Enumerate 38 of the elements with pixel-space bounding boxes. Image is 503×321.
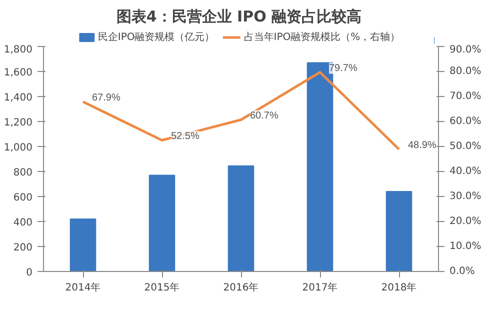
x-tick-label: 2016年 <box>223 282 259 294</box>
y2-tick-label: 20.0% <box>450 216 482 227</box>
y-tick-label: 800 <box>13 168 33 178</box>
data-label: 79.7% <box>329 62 358 74</box>
x-tick-label: 2014年 <box>65 282 101 294</box>
y2-tick-label: 60.0% <box>450 116 482 127</box>
x-tick-label: 2018年 <box>381 282 417 294</box>
x-tick-label: 2017年 <box>302 282 338 294</box>
y2-tick-label: 0.0% <box>450 266 475 277</box>
bar <box>228 165 254 272</box>
y-tick-label: 1,600 <box>4 68 33 78</box>
data-label: 60.7% <box>250 110 278 122</box>
y-tick-label: 0 <box>26 268 33 278</box>
y2-tick-label: 90.0% <box>450 44 482 56</box>
x-tick-label: 2015年 <box>144 282 180 294</box>
legend-label: 占当年IPO融资规模比（%，右轴） <box>244 30 400 44</box>
bar <box>386 191 412 272</box>
y2-tick-label: 70.0% <box>450 91 482 102</box>
data-label: 52.5% <box>171 130 200 142</box>
y-tick-label: 1,000 <box>4 142 33 154</box>
data-label: 48.9% <box>408 140 436 151</box>
y2-tick-label: 50.0% <box>450 141 482 152</box>
bar <box>70 218 96 272</box>
bar <box>148 174 176 272</box>
y-tick-label: 400 <box>13 218 33 228</box>
y2-tick-label: 80.0% <box>450 66 482 77</box>
legend-label: 民企IPO融资规模（亿元） <box>98 30 215 44</box>
y2-tick-label: 10.0% <box>450 241 482 252</box>
line-series <box>82 71 400 150</box>
y-tick-label: 1,200 <box>4 118 33 128</box>
chart-title: 图表4：民营企业 IPO 融资占比较高 <box>116 8 362 26</box>
y-tick-label: 600 <box>13 192 33 204</box>
y2-tick-label: 30.0% <box>450 191 482 202</box>
y-tick-label: 1,800 <box>4 44 33 56</box>
data-label: 67.9% <box>92 92 120 104</box>
y-tick-label: 200 <box>13 242 33 254</box>
y-tick-label: 1,400 <box>4 92 33 104</box>
y2-tick-label: 40.0% <box>450 166 482 177</box>
